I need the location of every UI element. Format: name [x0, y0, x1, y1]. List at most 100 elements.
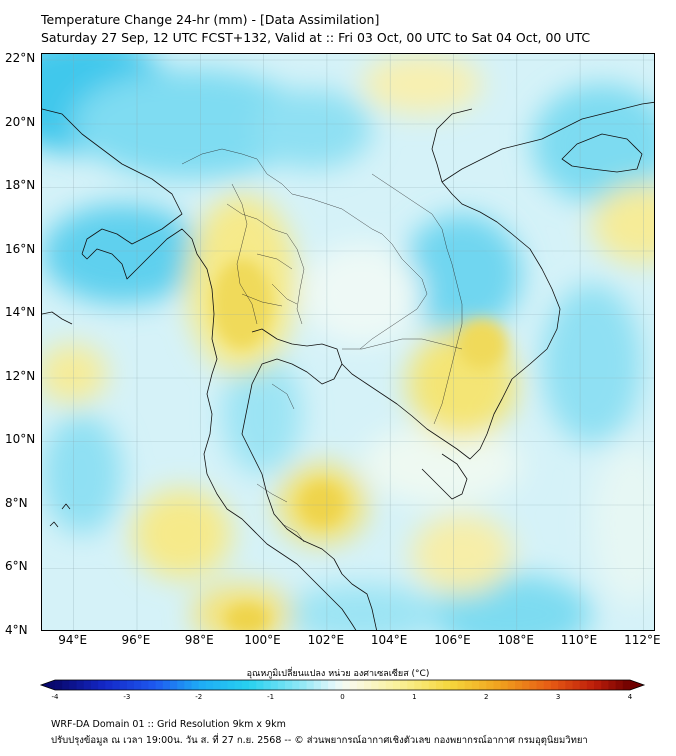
colorbar-segment — [608, 680, 617, 690]
colorbar-tick-label: -1 — [267, 693, 275, 701]
colorbar-segment — [306, 680, 315, 690]
colorbar-segment — [443, 680, 451, 690]
lon-label: 104°E — [370, 633, 408, 647]
lat-label: 18°N — [5, 178, 36, 193]
colorbar-segment — [392, 680, 401, 690]
cambodia-north-border — [342, 338, 463, 350]
gulf-of-tonkin-coast — [431, 108, 473, 183]
colorbar-segment — [407, 680, 415, 690]
map-panel — [41, 53, 655, 631]
colorbar-segment — [364, 680, 372, 690]
colorbar-segment — [292, 680, 300, 690]
field-hotspots — [212, 259, 507, 630]
colorbar-segment — [198, 680, 207, 690]
colorbar-segment — [515, 680, 523, 690]
colorbar-segment — [615, 680, 624, 690]
colorbar-segment — [277, 680, 286, 690]
colorbar-segment — [98, 680, 106, 690]
colorbar-segment — [76, 680, 85, 690]
colorbar-segment — [328, 680, 336, 690]
thai-myanmar-border — [231, 183, 258, 325]
colorbar-segment — [263, 680, 272, 690]
colorbar-min-arrow — [41, 680, 55, 690]
colorbar-segment — [565, 680, 573, 690]
temperature-change-map — [42, 54, 654, 630]
footer-model-info: WRF-DA Domain 01 :: Grid Resolution 9km … — [51, 719, 286, 730]
mekong-delta — [421, 453, 468, 500]
colorbar-segment — [256, 680, 264, 690]
colorbar-tick-label: -3 — [123, 693, 131, 701]
colorbar-segment — [170, 680, 178, 690]
colorbar-tick-label: 0 — [340, 693, 345, 701]
colorbar-segment — [90, 680, 99, 690]
colorbar-segment — [162, 680, 171, 690]
south-china-coast — [441, 101, 654, 183]
colorbar-segment — [450, 680, 458, 690]
lon-label: 106°E — [434, 633, 471, 647]
colorbar-segment — [191, 680, 200, 690]
colorbar-segment — [601, 680, 609, 690]
colorbar-segment — [299, 680, 308, 690]
colorbar-segment — [435, 680, 444, 690]
lon-label: 112°E — [624, 633, 661, 647]
colorbar-segment — [471, 680, 480, 690]
colorbar-segment — [177, 680, 185, 690]
colorbar-segment — [371, 680, 379, 690]
colorbar-segment — [457, 680, 466, 690]
myanmar-bengal-coast — [42, 108, 183, 255]
colorbar-segment — [558, 680, 566, 690]
colorbar-segment — [586, 680, 595, 690]
graticule — [42, 54, 654, 630]
colorbar — [39, 679, 646, 691]
lat-label: 4°N — [5, 623, 28, 637]
map-title: Temperature Change 24-hr (mm) - [Data As… — [41, 12, 380, 27]
thai-provinces-south — [256, 383, 305, 543]
colorbar-segment — [249, 680, 257, 690]
colorbar-segment — [356, 680, 365, 690]
colorbar-segment — [69, 680, 78, 690]
nicobar-isles — [49, 503, 71, 528]
colorbar-segment — [594, 680, 602, 690]
colorbar-border — [39, 679, 646, 691]
colorbar-segment — [62, 680, 70, 690]
lat-label: 12°N — [5, 368, 36, 383]
colorbar-segment — [119, 680, 128, 690]
thai-provinces-north — [226, 203, 305, 325]
colorbar-segment — [349, 680, 358, 690]
colorbar-segment — [622, 680, 631, 690]
lat-label: 16°N — [5, 241, 36, 256]
colorbar-segment — [400, 680, 408, 690]
colorbar-segment — [213, 680, 221, 690]
lat-label: 8°N — [5, 495, 28, 510]
admin-borders — [181, 148, 463, 543]
laos-vietnam-border — [371, 173, 463, 425]
colorbar-segment — [543, 680, 552, 690]
colorbar-tick-label: -2 — [195, 693, 203, 701]
colorbar-segment — [342, 680, 351, 690]
lat-label: 10°N — [5, 432, 36, 447]
lat-label: 14°N — [5, 305, 36, 320]
colorbar-segment — [479, 680, 487, 690]
lon-label: 96°E — [121, 633, 151, 647]
colorbar-segment — [270, 680, 279, 690]
vietnam-coast — [341, 181, 561, 460]
lat-label: 20°N — [5, 114, 36, 129]
colorbar-tick-label: 3 — [555, 693, 561, 701]
lon-label: 98°E — [184, 633, 214, 647]
colorbar-segment — [507, 680, 516, 690]
colorbar-tick-label: 2 — [484, 693, 489, 701]
colorbar-segment — [83, 680, 92, 690]
colorbar-segment — [148, 680, 157, 690]
lat-label: 6°N — [5, 559, 28, 574]
colorbar-segment — [572, 680, 581, 690]
colorbar-segment — [428, 680, 437, 690]
colorbar-segment — [378, 680, 387, 690]
colorbar-segment — [55, 680, 63, 690]
colorbar-segment — [500, 680, 509, 690]
colorbar-segment — [105, 680, 113, 690]
map-subtitle: Saturday 27 Sep, 12 UTC FCST+132, Valid … — [41, 30, 591, 45]
colorbar-segment — [126, 680, 135, 690]
colorbar-segment — [234, 680, 243, 690]
colorbar-segment — [493, 680, 502, 690]
footer-update-info: ปรับปรุงข้อมูล ณ เวลา 19:00น. วัน ส. ที่… — [51, 735, 588, 746]
